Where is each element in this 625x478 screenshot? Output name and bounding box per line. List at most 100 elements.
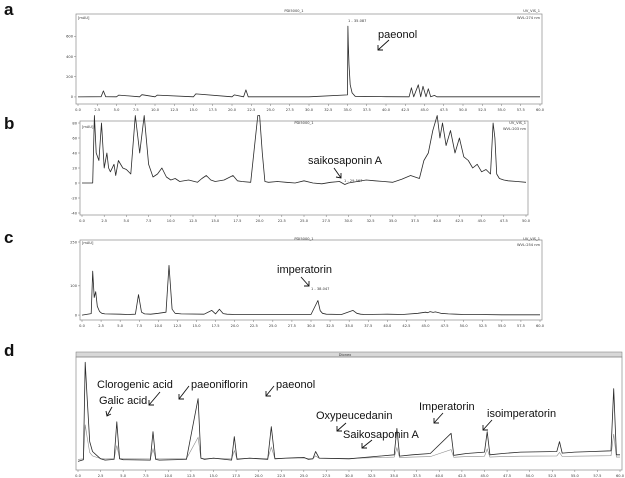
x-tick-label: 15.0 (189, 108, 198, 112)
plot-frame (79, 239, 543, 321)
header-right-bottom: WVL:203 nm (503, 127, 527, 131)
x-tick-label: 12.5 (189, 219, 197, 223)
x-tick-label: 55.0 (498, 324, 507, 328)
chromatogram-panel-b: PDI5000_1 [mAU] UV_VIS_1 WVL:203 nm -40 -… (71, 115, 531, 223)
arrow-head (178, 394, 184, 400)
x-tick-label: 50.0 (522, 219, 531, 223)
x-tick-label: 27.5 (288, 324, 296, 328)
chromatogram-trace (77, 25, 540, 98)
x-tick-label: 47.5 (441, 324, 449, 328)
annotation-saikosaponin-a: Saikosaponin A (343, 429, 419, 441)
x-tick-label: 22.5 (277, 474, 285, 478)
annotation-paeonol: paeonol (276, 379, 315, 391)
annotation-paeonol: paeonol (378, 29, 417, 41)
chromatogram-trace (82, 115, 527, 185)
x-tick-labels: 0.0 2.5 5.0 7.5 10.0 12.5 15.0 17.5 20.0 22.5 25.0… (79, 215, 531, 223)
arrow-head (361, 443, 367, 449)
x-tick-labels: 0.0 2.5 5.0 7.5 10.0 12.5 15.0 17.5 20.0 22.5 25.0… (79, 320, 545, 328)
chromatogram-trace (81, 265, 540, 316)
x-tick-label: 30.0 (344, 219, 353, 223)
x-tick-label: 7.5 (136, 324, 142, 328)
x-tick-label: 5.0 (120, 474, 126, 478)
y-tick-label: 250 (70, 240, 78, 244)
x-tick-labels: 0.0 2.5 5.0 7.5 10.0 12.5 15.0 17.5 20.0 22.5 25.0… (75, 470, 625, 478)
arrow-head (265, 391, 271, 397)
x-tick-label: 22.5 (250, 324, 258, 328)
x-tick-label: 17.5 (209, 108, 217, 112)
y-tick-label: 20 (72, 166, 77, 170)
header-center: PDI5000_1 (294, 237, 313, 241)
x-tick-label: 42.5 (402, 324, 410, 328)
chromatogram-panel-a: PDI5000_1 [mAU] UV_VIS_1 WVL:274 nm 0 200… (66, 9, 545, 112)
panel-letter-c: c (4, 228, 13, 247)
y-tick-label: 0 (75, 181, 78, 185)
x-tick-label: 22.5 (247, 108, 255, 112)
header-center: PDI5000_1 (294, 121, 313, 125)
x-tick-label: 20.0 (228, 108, 237, 112)
header-right-top: UV_VIS_1 (509, 121, 526, 125)
x-tick-label: 17.5 (233, 219, 241, 223)
header-right-bottom: WVL:254 nm (517, 243, 541, 247)
y-tick-label: 200 (66, 75, 74, 79)
arrow-head (433, 418, 439, 424)
x-tick-label: 25.0 (300, 474, 309, 478)
x-tick-label: 20.0 (256, 219, 265, 223)
x-tick-label: 35.0 (343, 108, 352, 112)
annotation-oxypeucedanin: Oxypeucedanin (316, 410, 392, 422)
x-tick-label: 30.0 (305, 108, 314, 112)
y-tick-label: -20 (71, 196, 78, 200)
x-tick-label: 45.0 (480, 474, 489, 478)
x-tick-label: 10.0 (154, 324, 163, 328)
arrow-head (105, 410, 112, 417)
x-tick-label: 5.0 (124, 219, 130, 223)
annotation-galic-acid: Galic acid (99, 395, 147, 407)
x-tick-label: 5.0 (117, 324, 123, 328)
y-tick-labels: -40 -20 0 20 40 60 80 (71, 121, 80, 215)
x-tick-label: 0.0 (75, 474, 81, 478)
plot-frame (79, 120, 529, 216)
x-tick-label: 47.5 (440, 108, 448, 112)
x-tick-label: 50.0 (460, 324, 469, 328)
x-tick-labels: 0.0 2.5 5.0 7.5 10.0 12.5 15.0 17.5 20.0 22.5 25.0… (75, 104, 545, 112)
arrow-head (148, 400, 154, 406)
annotation-arrows (105, 385, 493, 449)
x-tick-label: 7.5 (146, 219, 152, 223)
chromatogram-panel-c: PDI5000_1 [mAU] UV_VIS_1 WVL:254 nm 0 100… (70, 237, 545, 328)
x-tick-label: 20.0 (231, 324, 240, 328)
annotation-clorogenic-acid: Clorogenic acid (97, 379, 173, 391)
x-tick-label: 60.0 (536, 108, 545, 112)
x-tick-label: 50.0 (459, 108, 468, 112)
x-tick-label: 2.5 (98, 474, 104, 478)
x-tick-label: 40.0 (383, 324, 392, 328)
x-tick-label: 47.5 (500, 219, 508, 223)
chromatogram-trace (77, 361, 620, 462)
y-tick-label: 60 (72, 136, 77, 140)
y-tick-label: 0 (75, 313, 78, 317)
header-left: [mAU] (82, 241, 94, 245)
x-tick-label: 5.0 (114, 108, 120, 112)
x-tick-label: 40.0 (435, 474, 444, 478)
x-tick-label: 32.5 (326, 324, 334, 328)
y-tick-label: -40 (71, 211, 78, 215)
x-tick-label: 45.0 (421, 324, 430, 328)
x-tick-label: 10.0 (164, 474, 173, 478)
x-tick-label: 55.0 (497, 108, 506, 112)
header-left: [mAU] (82, 125, 94, 129)
arrow-saikosaponin-a (361, 439, 373, 449)
arrow-galic-acid (106, 406, 113, 417)
x-tick-label: 27.5 (286, 108, 294, 112)
arrow-clorogenic-acid (148, 391, 161, 406)
header-left: [mAU] (78, 16, 90, 20)
header-right-top: UV_VIS_1 (523, 237, 540, 241)
x-tick-label: 37.5 (364, 324, 372, 328)
x-tick-label: 42.5 (455, 219, 463, 223)
x-tick-label: 2.5 (98, 324, 104, 328)
y-tick-label: 80 (72, 121, 77, 125)
x-tick-label: 15.0 (209, 474, 218, 478)
x-tick-label: 7.5 (143, 474, 149, 478)
x-tick-label: 12.5 (187, 474, 195, 478)
x-tick-label: 45.0 (420, 108, 429, 112)
annotation-imperatorin: imperatorin (277, 264, 332, 276)
panel-letter-d: d (4, 341, 14, 360)
annotation-arrow (333, 167, 342, 179)
